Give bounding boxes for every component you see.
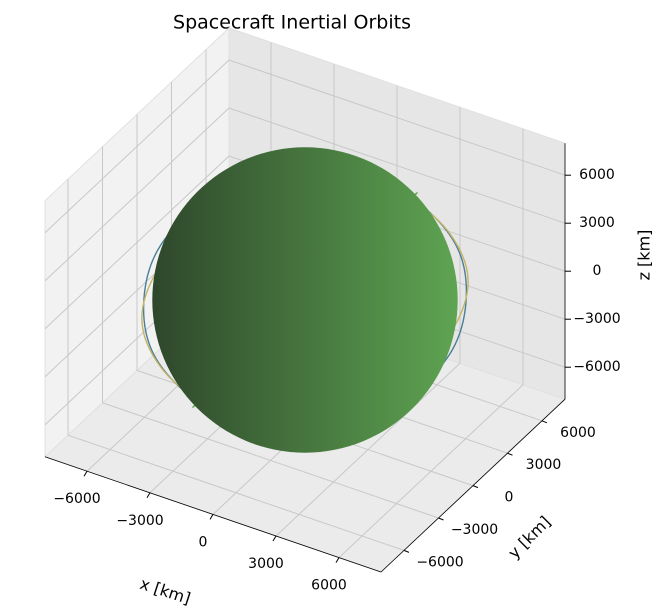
y-tick-label: 3000 (526, 457, 562, 473)
earth-sphere (152, 147, 457, 452)
z-tick-label: 0 (593, 263, 602, 279)
tick-mark (439, 518, 444, 520)
y-axis-label: y [km] (504, 512, 554, 562)
tick-mark (210, 514, 213, 519)
tick-mark (404, 550, 409, 552)
tick-mark (84, 471, 87, 476)
tick-mark (542, 421, 547, 423)
tick-mark (336, 558, 339, 563)
y-tick-label: −3000 (451, 522, 498, 538)
z-tick-label: −3000 (573, 311, 620, 327)
z-tick-label: 3000 (579, 215, 615, 231)
z-tick-label: −6000 (573, 359, 620, 375)
x-tick-label: 0 (199, 534, 208, 550)
x-tick-label: 3000 (248, 556, 284, 572)
x-tick-label: −3000 (116, 513, 163, 529)
y-tick-label: 0 (505, 490, 514, 506)
tick-mark (508, 453, 513, 455)
y-tick-label: 6000 (560, 425, 596, 441)
chart: Spacecraft Inertial Orbits −6000 −3000 0 30… (0, 0, 659, 612)
z-tick-label: 6000 (579, 167, 615, 183)
tick-mark (273, 536, 276, 541)
y-tick-label: −6000 (416, 554, 463, 570)
tick-mark (147, 493, 150, 498)
x-axis-label: x [km] (138, 574, 193, 608)
x-tick-label: 6000 (311, 578, 347, 594)
z-axis-label: z [km] (635, 230, 654, 281)
tick-mark (473, 486, 478, 488)
x-tick-label: −6000 (53, 491, 100, 507)
chart-title: Spacecraft Inertial Orbits (173, 12, 411, 34)
